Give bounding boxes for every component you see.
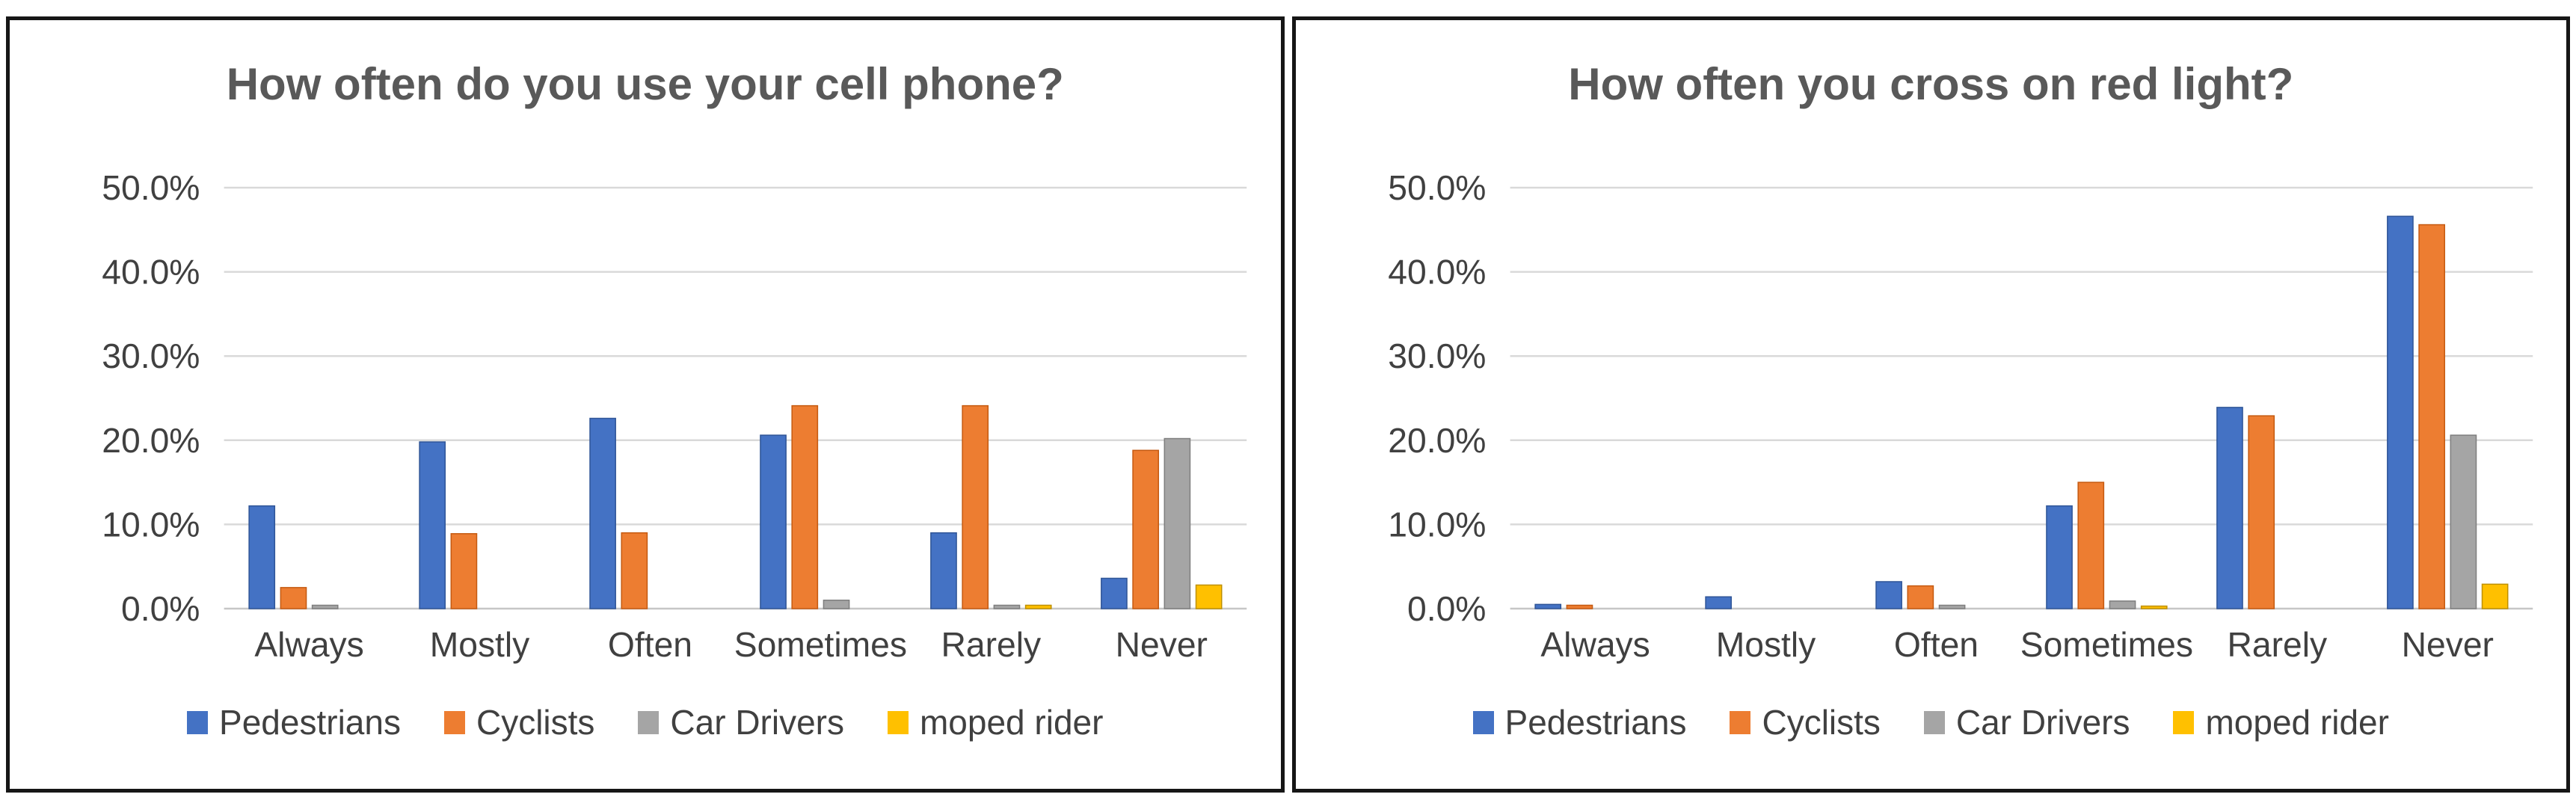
y-axis-tick-label: 30.0% [1388,336,1486,375]
legend-label: Pedestrians [219,703,401,742]
chart-legend: Pedestrians Cyclists Car Drivers moped ride… [1472,702,2389,742]
x-axis-category-label: Mostly [430,625,530,664]
y-axis-tick-label: 0.0% [121,589,200,628]
bar-pedestrians [248,505,276,609]
bar-pedestrians [2386,215,2414,609]
legend-item: moped rider [2173,702,2389,742]
bar-pedestrians [760,434,787,609]
bar-chart: 0.0% 10.0% 20.0% 30.0% 40.0% 50.0% Always Mostl… [1388,168,2533,664]
bar-cyclists [450,533,478,609]
legend-label: Car Drivers [1955,703,2130,742]
legend-item: Pedestrians [1472,702,1687,742]
legend-label: Pedestrians [1504,703,1687,742]
y-axis-tick-label: 0.0% [1407,589,1486,628]
x-axis-category-label: Always [1540,625,1650,664]
bar-car-drivers [1938,604,1965,609]
x-axis-category-label: Often [1893,625,1978,664]
bar-cyclists [1566,604,1593,609]
y-axis-tick-label: 40.0% [1388,253,1486,292]
panel-cell-phone-chart: How often do you use your cell phone? 0.… [6,16,1285,793]
y-axis-tick-label: 10.0% [102,505,200,544]
legend-item: Car Drivers [1923,702,2130,742]
x-axis-category-label: Rarely [2227,625,2327,664]
chart-legend: Pedestrians Cyclists Car Drivers moped ride… [187,702,1103,742]
x-axis-category-label: Rarely [941,625,1042,664]
legend-label: moped rider [2205,703,2389,742]
legend-swatch-icon [1923,710,1945,734]
legend-swatch-icon [1472,710,1494,734]
charts-row: How often do you use your cell phone? 0.… [6,16,2570,793]
legend-label: Cyclists [1762,703,1881,742]
y-axis-tick-label: 30.0% [102,336,200,375]
bar-moped-rider [2481,583,2508,609]
bar-moped-rider [1024,604,1052,609]
bar-chart: 0.0% 10.0% 20.0% 30.0% 40.0% 50.0% Always Mostl… [102,168,1247,664]
x-axis-category-label: Always [254,625,363,664]
bar-pedestrians [589,417,616,609]
y-axis-tick-label: 40.0% [102,253,200,292]
legend-label: moped rider [919,703,1104,742]
legend-item: Car Drivers [638,702,844,742]
legend-swatch-icon [443,710,465,734]
x-axis-category-label: Often [608,625,692,664]
legend-label: Cyclists [476,703,595,742]
bar-moped-rider [2140,605,2168,609]
y-axis-tick-label: 20.0% [102,421,200,460]
x-axis-category-label: Sometimes [2020,625,2192,664]
bar-car-drivers [2109,600,2136,609]
legend-label: Car Drivers [670,703,844,742]
bar-pedestrians [1534,603,1561,609]
bar-cyclists [1906,585,1934,609]
legend-swatch-icon [187,710,209,734]
bar-car-drivers [1163,437,1191,609]
bar-cyclists [2247,415,2275,609]
bar-cyclists [962,404,989,609]
legend-swatch-icon [1730,710,1751,734]
legend-swatch-icon [638,710,660,734]
bar-pedestrians [1704,596,1732,609]
bar-pedestrians [2045,505,2073,609]
bar-cyclists [2417,224,2445,609]
bar-moped-rider [1195,584,1223,609]
bar-cyclists [621,532,648,609]
bar-cyclists [1132,449,1160,609]
chart-title: How often you cross on red light? [1568,59,2294,109]
bar-car-drivers [2450,434,2477,609]
y-axis-tick-label: 20.0% [1388,421,1486,460]
bar-pedestrians [2216,407,2243,609]
bar-pedestrians [1101,577,1128,609]
bar-cyclists [280,587,307,609]
y-axis-tick-label: 50.0% [102,168,200,207]
y-axis-tick-label: 50.0% [1388,168,1486,207]
legend-swatch-icon [2173,710,2195,734]
bar-cyclists [2077,482,2104,609]
bar-pedestrians [1875,581,1902,609]
bar-car-drivers [823,599,850,609]
x-axis-category-label: Sometimes [734,625,907,664]
bar-cyclists [791,404,819,609]
bar-car-drivers [311,604,339,609]
bar-pedestrians [419,441,446,609]
x-axis-category-label: Mostly [1715,625,1816,664]
x-axis-category-label: Never [2401,625,2493,664]
legend-item: Pedestrians [187,702,401,742]
legend-item: moped rider [887,702,1104,742]
legend-item: Cyclists [1730,702,1881,742]
y-axis-tick-label: 10.0% [1388,505,1486,544]
bar-pedestrians [930,532,957,609]
x-axis-category-label: Never [1116,625,1208,664]
chart-title: How often do you use your cell phone? [226,59,1064,109]
legend-item: Cyclists [443,702,595,742]
legend-swatch-icon [887,710,909,734]
panel-red-light-chart: How often you cross on red light? 0.0% 10… [1291,16,2570,793]
bar-car-drivers [993,604,1021,609]
